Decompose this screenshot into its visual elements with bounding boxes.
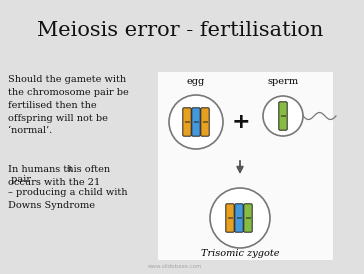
FancyBboxPatch shape xyxy=(279,102,287,130)
Bar xyxy=(158,72,333,260)
Text: pair
– producing a child with
Downs Syndrome: pair – producing a child with Downs Synd… xyxy=(8,176,127,210)
FancyBboxPatch shape xyxy=(226,204,234,232)
Bar xyxy=(185,121,190,123)
Text: st: st xyxy=(67,165,73,173)
Bar xyxy=(194,121,198,123)
Text: egg: egg xyxy=(187,76,205,85)
Bar xyxy=(202,121,207,123)
Circle shape xyxy=(169,95,223,149)
Text: www.slidebase.com: www.slidebase.com xyxy=(148,264,202,270)
Text: +: + xyxy=(232,112,250,132)
Text: In humans this often
occurs with the 21: In humans this often occurs with the 21 xyxy=(8,165,110,187)
Bar xyxy=(245,217,250,219)
Bar xyxy=(237,217,241,219)
FancyBboxPatch shape xyxy=(183,108,191,136)
Text: Meiosis error - fertilisation: Meiosis error - fertilisation xyxy=(37,21,323,39)
Bar xyxy=(281,115,285,117)
FancyBboxPatch shape xyxy=(192,108,200,136)
Text: Trisomic zygote: Trisomic zygote xyxy=(201,250,279,258)
Bar xyxy=(228,217,233,219)
Circle shape xyxy=(263,96,303,136)
FancyBboxPatch shape xyxy=(201,108,209,136)
Text: Should the gamete with
the chromosome pair be
fertilised then the
offspring will: Should the gamete with the chromosome pa… xyxy=(8,75,129,135)
FancyBboxPatch shape xyxy=(244,204,252,232)
Circle shape xyxy=(210,188,270,248)
Text: sperm: sperm xyxy=(268,76,298,85)
FancyBboxPatch shape xyxy=(235,204,243,232)
